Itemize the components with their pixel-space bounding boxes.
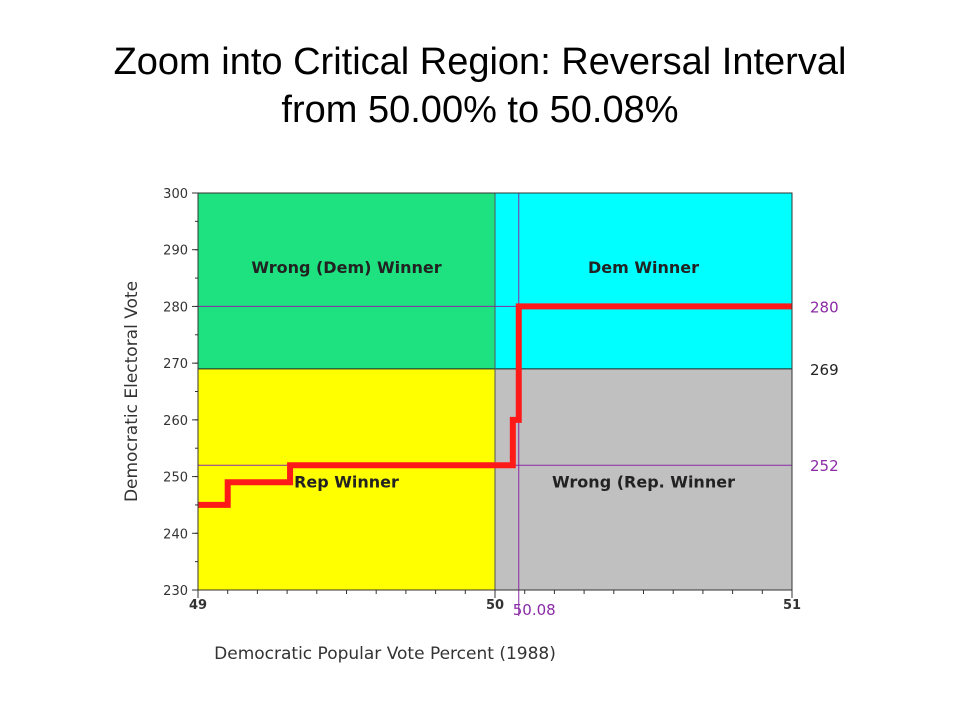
y-tick-label-270: 270 [163, 357, 188, 372]
region-label-3: Wrong (Rep. Winner [552, 472, 735, 491]
ref-label-vertical: 50.08 [513, 601, 556, 619]
x-axis-label: Democratic Popular Vote Percent (1988) [214, 644, 556, 664]
series-line-0 [198, 303, 792, 508]
ref-label-269: 269 [810, 361, 839, 379]
ref-label-252: 252 [810, 457, 839, 475]
region-0 [198, 193, 495, 369]
y-tick-label-230: 230 [163, 584, 188, 599]
y-tick-label-250: 250 [163, 471, 188, 486]
region-label-1: Dem Winner [588, 258, 699, 277]
title-line-1: Zoom into Critical Region: Reversal Inte… [113, 41, 847, 83]
ref-label-280: 280 [810, 298, 839, 316]
page-title: Zoom into Critical Region: Reversal Inte… [0, 38, 960, 134]
x-tick-label-50: 50 [486, 598, 504, 613]
y-tick-label-280: 280 [163, 300, 188, 315]
y-tick-label-260: 260 [163, 414, 188, 429]
region-label-2: Rep Winner [294, 472, 399, 491]
title-line-2: from 50.00% to 50.08% [281, 89, 679, 131]
y-axis-label: Democratic Electoral Vote [122, 281, 142, 502]
region-label-0: Wrong (Dem) Winner [251, 258, 441, 277]
region-3 [495, 368, 792, 590]
region-1 [495, 193, 792, 369]
x-tick-label-51: 51 [783, 598, 801, 613]
y-tick-label-240: 240 [163, 527, 188, 542]
y-tick-label-300: 300 [163, 187, 188, 202]
y-tick-label-290: 290 [163, 244, 188, 259]
x-tick-label-49: 49 [189, 598, 207, 613]
